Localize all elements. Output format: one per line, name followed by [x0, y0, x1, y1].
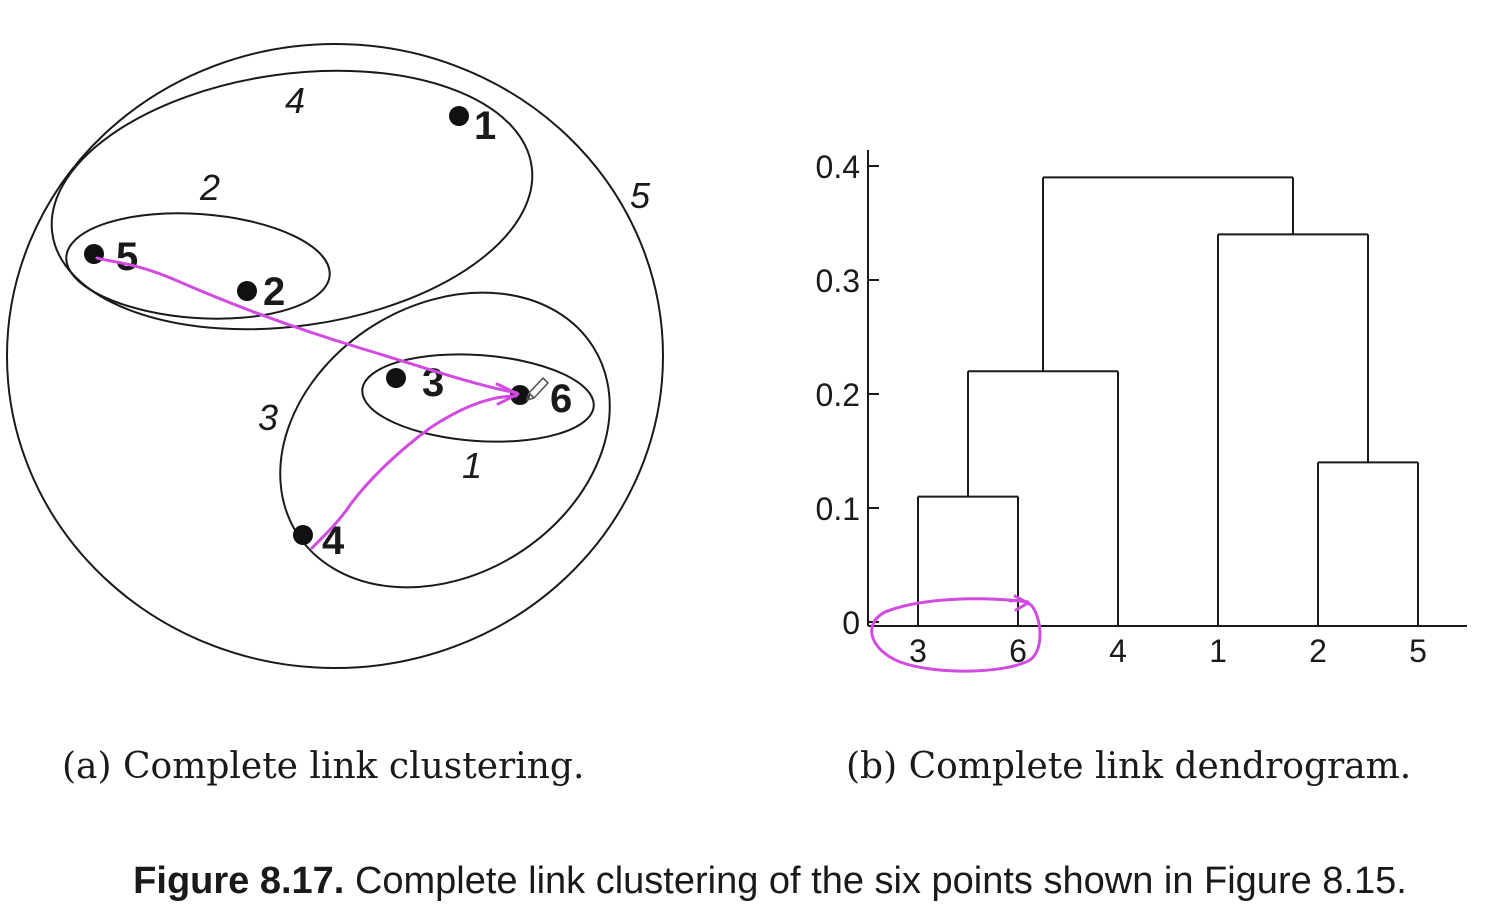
cluster-1-ellipse	[361, 353, 595, 443]
point-1-dot	[449, 106, 469, 126]
annotation-line-5-to-6	[95, 256, 519, 395]
leaf-labels: 3 6 4 1 2 5	[909, 633, 1427, 669]
figure-caption: Figure 8.17. Complete link clustering of…	[133, 860, 1407, 902]
y-tick-label-0.4: 0.4	[816, 149, 860, 185]
y-tick-label-0.2: 0.2	[816, 377, 860, 413]
panel-a-clustering	[6, 43, 664, 669]
point-4-dot	[293, 525, 313, 545]
cluster-2-ellipse	[65, 212, 331, 320]
leaf-label-4: 4	[1109, 633, 1127, 669]
cluster-4-ellipse	[50, 69, 534, 331]
point-2-label: 2	[263, 270, 285, 314]
leaf-label-5: 5	[1409, 633, 1427, 669]
point-1-label: 1	[474, 104, 496, 148]
y-tick-label-0: 0	[842, 605, 860, 641]
cluster-label-4: 4	[285, 80, 305, 121]
cluster-label-2: 2	[199, 167, 220, 208]
annotation-line-4-to-6	[310, 394, 518, 550]
pen-cursor-icon	[526, 377, 549, 401]
leaf-label-6: 6	[1009, 633, 1027, 669]
annotation-arrowhead-6	[495, 382, 520, 406]
point-2-dot	[237, 281, 257, 301]
leaf-label-1: 1	[1209, 633, 1227, 669]
panel-b-dendrogram: 0 0.1 0.2 0.3 0.4 3 6 4 1 2 5	[816, 149, 1467, 673]
cluster-label-5: 5	[630, 175, 651, 216]
points: 1 5 2 3 6 4	[84, 104, 572, 563]
caption-a: (a) Complete link clustering.	[62, 746, 584, 787]
y-tick-labels: 0 0.1 0.2 0.3 0.4	[816, 149, 860, 641]
point-6-dot	[510, 385, 530, 405]
annotation-strokes-a	[95, 256, 549, 550]
point-5-label: 5	[116, 235, 138, 279]
y-tick-label-0.1: 0.1	[816, 491, 860, 527]
cluster-5-ellipse	[6, 43, 664, 669]
figure-number: Figure 8.17.	[133, 860, 344, 902]
dendrogram-links	[917, 176, 1419, 626]
figure-caption-spacer	[344, 860, 355, 902]
annotation-strokes-b	[870, 594, 1042, 673]
point-6-label: 6	[550, 377, 572, 421]
annotation-circle-3-6	[870, 597, 1042, 673]
leaf-label-2: 2	[1309, 633, 1327, 669]
y-tick-label-0.3: 0.3	[816, 263, 860, 299]
leaf-label-3: 3	[909, 633, 927, 669]
cluster-label-1: 1	[462, 445, 482, 486]
cluster-labels: 4 2 5 3 1	[199, 80, 651, 486]
annotation-circle-arrowhead	[1013, 594, 1032, 612]
cluster-label-3: 3	[258, 397, 278, 438]
cluster-3-ellipse	[279, 291, 611, 589]
y-axis	[867, 150, 879, 626]
figure-caption-text: Complete link clustering of the six poin…	[355, 860, 1407, 902]
point-5-dot	[84, 244, 104, 264]
caption-b: (b) Complete link dendrogram.	[846, 746, 1411, 787]
point-3-dot	[386, 368, 406, 388]
